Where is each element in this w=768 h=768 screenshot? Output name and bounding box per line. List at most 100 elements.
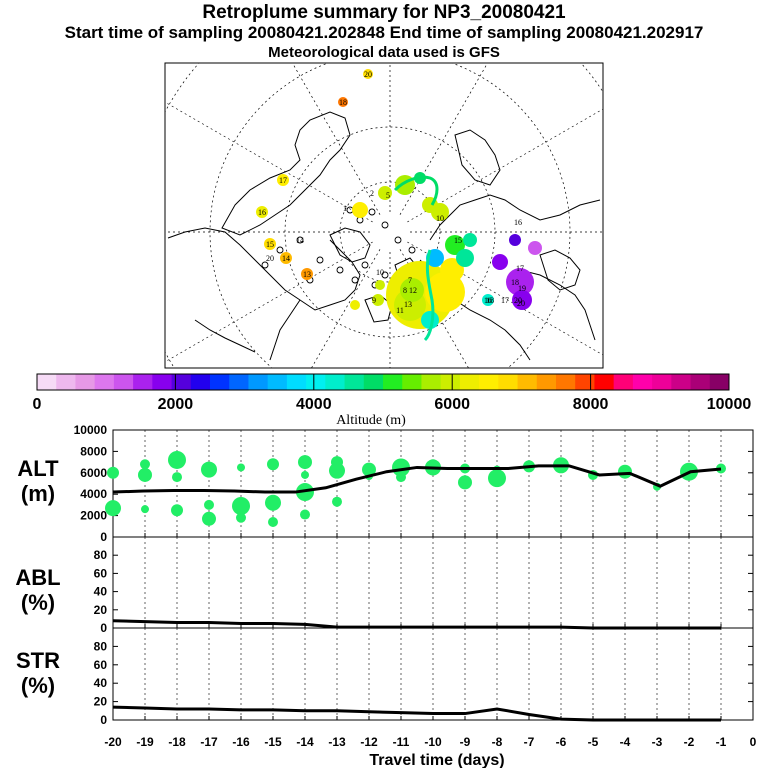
plume-blob bbox=[301, 268, 313, 280]
x-tick-label: -5 bbox=[588, 735, 599, 749]
x-tick-label: -8 bbox=[492, 735, 503, 749]
colorbar-swatch bbox=[306, 374, 326, 390]
map-day-label: 20 bbox=[266, 254, 274, 263]
map-day-label: 19 bbox=[518, 284, 526, 293]
y-tick-label: 40 bbox=[94, 676, 108, 690]
x-tick-label: -13 bbox=[328, 735, 346, 749]
colorbar-swatch bbox=[671, 374, 691, 390]
altitude-bubble bbox=[172, 472, 182, 483]
coastline bbox=[329, 227, 371, 263]
map-day-label: 10 bbox=[436, 214, 444, 223]
x-axis-label: Travel time (days) bbox=[369, 752, 504, 768]
plume-trace bbox=[393, 175, 439, 206]
plume-blob bbox=[350, 300, 360, 310]
island bbox=[381, 271, 389, 279]
colorbar-tick-label: 8000 bbox=[573, 396, 609, 413]
altitude-bubble bbox=[488, 469, 506, 488]
x-tick-label: -4 bbox=[620, 735, 631, 749]
str-panel-label: STR bbox=[16, 648, 60, 673]
island bbox=[336, 266, 344, 274]
colorbar-swatch bbox=[113, 374, 134, 390]
y-tick-label: 8000 bbox=[80, 444, 107, 458]
colorbar-swatch bbox=[652, 374, 672, 390]
altitude-bubble bbox=[265, 494, 281, 511]
colorbar-tick-label: 4000 bbox=[296, 396, 332, 413]
plume-blob bbox=[431, 203, 449, 221]
y-tick-label: 40 bbox=[94, 585, 108, 599]
coastline bbox=[519, 269, 596, 341]
island bbox=[408, 246, 416, 254]
coastline bbox=[194, 319, 256, 353]
map-frame bbox=[164, 62, 604, 369]
map-day-label: 10 bbox=[376, 268, 384, 277]
island bbox=[316, 256, 324, 264]
altitude-bubble bbox=[300, 509, 310, 520]
x-tick-label: -1 bbox=[716, 735, 727, 749]
plume-blob bbox=[482, 294, 494, 306]
plume-blob bbox=[352, 202, 368, 218]
time-series-panels: 0 2000 4000 6000 8000 10000 0 20 40 60 80 0 20 40 60 80… bbox=[74, 423, 757, 749]
map-day-label: 18 bbox=[486, 296, 494, 305]
altitude-bubble bbox=[267, 458, 279, 471]
plume-blob bbox=[463, 233, 477, 247]
colorbar-swatch bbox=[363, 374, 384, 390]
colorbar-swatch bbox=[594, 374, 615, 390]
plume-blob bbox=[528, 241, 542, 255]
colorbar-swatch bbox=[286, 374, 307, 390]
altitude-colorbar bbox=[36, 373, 730, 391]
plume-blob bbox=[378, 186, 392, 200]
altitude-bubble bbox=[204, 499, 214, 510]
map-day-label: 20 bbox=[517, 299, 525, 308]
alt-panel-series-line bbox=[112, 464, 722, 494]
y-tick-label: 20 bbox=[94, 603, 108, 617]
abl-panel: 0 20 40 60 80 bbox=[94, 536, 754, 635]
plume-blob bbox=[456, 249, 474, 267]
colorbar-border bbox=[36, 373, 730, 391]
x-tick-label: -17 bbox=[200, 735, 218, 749]
altitude-bubble bbox=[232, 496, 250, 515]
map-day-label: 5 bbox=[386, 191, 390, 200]
colorbar-swatch bbox=[440, 374, 461, 390]
alt-panel-units: (m) bbox=[21, 481, 55, 506]
x-tick-label: -14 bbox=[296, 735, 314, 749]
x-tick-label: -10 bbox=[424, 735, 442, 749]
colorbar-swatch bbox=[556, 374, 576, 390]
y-tick-label: 60 bbox=[94, 566, 108, 580]
plume-blob bbox=[256, 206, 268, 218]
str-panel-units: (%) bbox=[21, 673, 55, 698]
map-day-label: 20 bbox=[514, 296, 522, 305]
colorbar-swatch bbox=[133, 374, 153, 390]
map-day-label: 18 bbox=[511, 278, 519, 287]
colorbar-tick-label: 6000 bbox=[434, 396, 470, 413]
colorbar-swatch bbox=[421, 374, 442, 390]
island bbox=[394, 236, 402, 244]
y-tick-label: 60 bbox=[94, 658, 108, 672]
altitude-bubble bbox=[140, 459, 150, 470]
map-day-label: 14 bbox=[282, 254, 290, 263]
map-day-label: 2 bbox=[370, 189, 374, 198]
alt-panel-label: ALT bbox=[17, 456, 59, 481]
altitude-bubble bbox=[138, 467, 152, 482]
colorbar-label: Altitude (m) bbox=[336, 413, 406, 428]
colorbar-swatch bbox=[459, 374, 480, 390]
altitude-bubble bbox=[237, 463, 245, 472]
map-day-label: 12 bbox=[409, 286, 417, 295]
x-tick-label: -3 bbox=[652, 735, 663, 749]
plume-blob bbox=[492, 254, 508, 270]
colorbar-swatch bbox=[190, 374, 211, 390]
y-tick-label: 0 bbox=[100, 530, 107, 544]
map-day-label: 16 bbox=[258, 208, 266, 217]
island bbox=[276, 246, 284, 254]
y-tick-label: 0 bbox=[100, 621, 107, 635]
x-tick-label: -6 bbox=[556, 735, 567, 749]
map-day-label: 15 bbox=[454, 236, 462, 245]
altitude-bubble bbox=[362, 462, 376, 477]
colorbar-swatch bbox=[709, 374, 730, 390]
altitude-bubble bbox=[396, 472, 406, 483]
colorbar-swatch bbox=[37, 374, 57, 390]
x-tick-label: -20 bbox=[104, 735, 122, 749]
island bbox=[368, 208, 376, 216]
colorbar-swatch bbox=[517, 374, 538, 390]
x-tick-label: -15 bbox=[264, 735, 282, 749]
